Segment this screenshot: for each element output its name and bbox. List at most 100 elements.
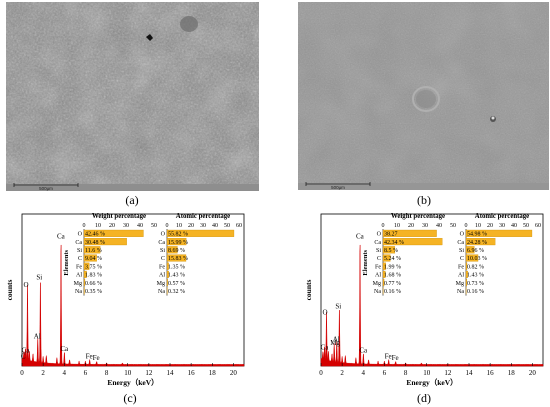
atomic-tick-label: 30	[200, 223, 206, 229]
weight-value-label: 0.66 %	[85, 281, 102, 287]
atomic-value-label: 15.99 %	[168, 240, 188, 246]
scale-label-a: 500μm	[39, 186, 53, 191]
atomic-element-label: Al	[458, 273, 464, 279]
weight-tick-label: 10	[95, 223, 101, 229]
atomic-title: Atomic percentage	[475, 213, 529, 220]
x-tick-label: 10	[124, 369, 132, 377]
weight-element-label: Na	[75, 289, 82, 295]
peak-label-si: Si	[36, 273, 42, 281]
atomic-element-label: Mg	[157, 281, 165, 287]
x-axis-label: Energy（keV）	[406, 377, 457, 387]
peak-label-si: Si	[335, 302, 341, 310]
weight-bar-mg	[83, 279, 86, 287]
atomic-tick-label: 0	[465, 223, 468, 229]
sem-texture-b: 500μm	[298, 2, 549, 190]
peak-label-al: Al	[333, 336, 340, 344]
x-tick-label: 12	[145, 369, 153, 377]
x-tick-label: 16	[487, 369, 495, 377]
peak-label-mg: Mg	[330, 339, 340, 347]
weight-title: Weight percentage	[391, 213, 445, 220]
weight-element-label: Ca	[75, 240, 82, 246]
x-tick-label: 14	[167, 369, 175, 377]
weight-bar-fe	[83, 262, 90, 270]
caption-c: (c)	[123, 391, 137, 405]
x-tick-label: 10	[423, 369, 431, 377]
atomic-value-label: 24.28 %	[467, 240, 487, 246]
scale-label-b: 500μm	[331, 185, 345, 190]
y-axis-label: counts	[304, 280, 313, 301]
weight-bar-c	[83, 254, 97, 262]
weight-bar-al	[382, 270, 386, 278]
eds-panel-c: O Si Ca Al Ca C Ca Fe Fe 0 2 4 6 8 10 12 14 16 18 20 Energy（…	[2, 209, 248, 389]
atomic-element-label: O	[161, 232, 166, 238]
weight-value-label: 3.75 %	[85, 264, 102, 270]
atomic-bar-c	[465, 254, 479, 262]
atomic-bar-fe	[465, 262, 468, 270]
weight-element-label: Mg	[373, 281, 381, 287]
atomic-element-label: Si	[459, 248, 464, 254]
weight-element-label: Al	[375, 273, 381, 279]
weight-tick-label: 20	[408, 223, 414, 229]
peak-label-ca: Ca	[359, 346, 368, 354]
atomic-value-label: 1.43 %	[168, 273, 185, 279]
atomic-tick-label: 60	[535, 223, 541, 229]
weight-element-label: Mg	[74, 281, 82, 287]
atomic-value-label: 10.03 %	[467, 256, 487, 262]
x-tick-label: 2	[340, 369, 344, 377]
atomic-value-label: 0.32 %	[168, 289, 185, 295]
x-tick-label: 2	[41, 369, 45, 377]
weight-tick-label: 0	[382, 223, 385, 229]
weight-bar-si	[83, 246, 101, 254]
x-tick-label: 6	[84, 369, 88, 377]
atomic-element-label: Na	[457, 289, 464, 295]
weight-bar-ca	[382, 238, 443, 246]
weight-tick-label: 10	[394, 223, 400, 229]
sem-image-a: 500μm	[6, 2, 259, 191]
atomic-tick-label: 40	[511, 223, 517, 229]
inset-elements-label: Elements	[362, 250, 369, 276]
atomic-element-label: Na	[158, 289, 165, 295]
weight-element-label: Ca	[374, 240, 381, 246]
x-tick-label: 8	[404, 369, 408, 377]
atomic-tick-label: 50	[523, 223, 529, 229]
x-tick-label: 14	[466, 369, 474, 377]
peak-label-fe: Fe	[385, 352, 392, 360]
weight-bar-o	[83, 229, 144, 237]
caption-a: (a)	[125, 193, 139, 207]
atomic-tick-label: 60	[236, 223, 242, 229]
x-tick-label: 6	[383, 369, 387, 377]
atomic-value-label: 15.83 %	[168, 256, 188, 262]
atomic-bar-ca	[166, 238, 187, 246]
weight-bar-ca	[83, 238, 127, 246]
atomic-element-label: Fe	[458, 264, 464, 270]
x-tick-label: 18	[209, 369, 217, 377]
x-tick-label: 20	[230, 369, 238, 377]
spectrum-trace	[21, 244, 245, 367]
weight-value-label: 11.6 %	[85, 248, 102, 254]
weight-value-label: 30.48 %	[85, 240, 105, 246]
atomic-bar-al	[166, 270, 169, 278]
x-tick-label: 8	[105, 369, 109, 377]
weight-bar-o	[382, 229, 437, 237]
x-tick-label: 20	[529, 369, 537, 377]
weight-tick-label: 30	[123, 223, 129, 229]
atomic-tick-label: 30	[499, 223, 505, 229]
sem-texture-a: 500μm	[6, 2, 259, 191]
weight-bar-si	[382, 246, 396, 254]
weight-value-label: 0.35 %	[85, 289, 102, 295]
weight-tick-label: 30	[422, 223, 428, 229]
peak-label-al: Al	[34, 333, 41, 341]
x-tick-label: 18	[508, 369, 516, 377]
atomic-bar-fe	[166, 262, 169, 270]
weight-value-label: 0.16 %	[384, 289, 401, 295]
weight-value-label: 42.34 %	[384, 240, 404, 246]
peak-label-ca: Ca	[60, 345, 69, 353]
atomic-bar-mg	[166, 279, 168, 287]
weight-value-label: 9.04 %	[85, 256, 102, 262]
atomic-bar-c	[166, 254, 187, 262]
x-tick-label: 16	[188, 369, 196, 377]
atomic-bar-al	[465, 270, 468, 278]
atomic-element-label: Ca	[457, 240, 464, 246]
inset-elements-label: Elements	[63, 250, 70, 276]
